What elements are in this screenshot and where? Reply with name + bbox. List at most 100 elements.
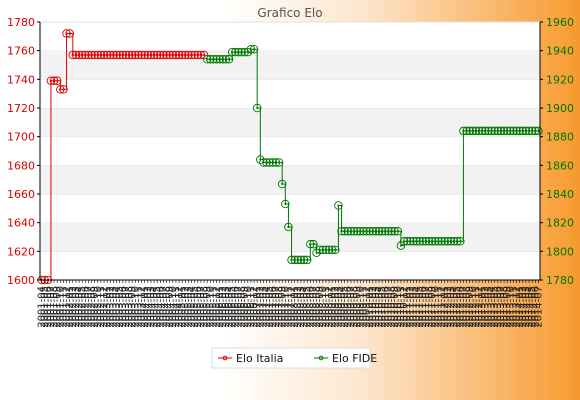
x-tick-label: 2007-06 <box>268 286 279 328</box>
x-tick-label: 2004-06 <box>155 286 166 328</box>
data-point-center <box>281 182 284 185</box>
left-tick-label: 1680 <box>7 159 35 172</box>
x-tick-label: 2006-08 <box>237 286 248 328</box>
x-tick-label: 2004-05 <box>152 286 163 328</box>
x-tick-label: 2002-05 <box>77 286 88 328</box>
x-tick-label: 2008-07 <box>308 286 319 328</box>
x-tick-label: 2010-12 <box>399 286 410 328</box>
grid-band <box>40 22 540 51</box>
right-tick-label: 1880 <box>546 131 574 144</box>
left-tick-label: 1720 <box>7 102 35 115</box>
x-tick-label: 2001-09 <box>52 286 63 328</box>
legend-item: Elo FIDE <box>314 352 377 365</box>
x-tick-label: 2011-02 <box>405 286 416 328</box>
x-tick-label: 2013-04 <box>487 286 498 328</box>
x-tick-label: 2009-08 <box>349 286 360 328</box>
right-tick-label: 1940 <box>546 45 574 58</box>
x-tick-label: 2012-01 <box>440 286 451 328</box>
x-tick-label: 2005-10 <box>205 286 216 328</box>
data-point-center <box>228 58 231 61</box>
data-point <box>65 29 74 38</box>
x-tick-label: 2014-04 <box>524 286 535 328</box>
x-tick-label: 2013-07 <box>496 286 507 328</box>
x-tick-label: 2014-03 <box>521 286 532 328</box>
data-point <box>334 201 343 210</box>
x-tick-label: 2008-03 <box>296 286 307 328</box>
x-tick-label: 2003-04 <box>112 286 123 328</box>
x-tick-label: 2003-05 <box>115 286 126 328</box>
data-point-center <box>68 32 71 35</box>
x-tick-label: 2003-02 <box>105 286 116 328</box>
x-tick-label: 2004-04 <box>149 286 160 328</box>
data-point-center <box>337 204 340 207</box>
x-tick-label: 2006-03 <box>221 286 232 328</box>
data-point-center <box>278 161 281 164</box>
x-tick-label: 2003-10 <box>130 286 141 328</box>
x-tick-label: 2007-12 <box>287 286 298 328</box>
x-tick-label: 2008-09 <box>315 286 326 328</box>
left-tick-label: 1760 <box>7 45 35 58</box>
data-point <box>249 44 259 54</box>
x-tick-label: 2012-12 <box>474 286 485 328</box>
x-tick-label: 2008-01 <box>290 286 301 328</box>
grid-band <box>40 136 540 166</box>
x-tick-label: 2009-11 <box>358 286 369 328</box>
x-tick-label: 2009-09 <box>352 286 363 328</box>
data-point-center <box>203 53 206 56</box>
x-tick-label: 2002-12 <box>99 286 110 328</box>
left-tick-label: 1660 <box>7 188 35 201</box>
x-tick-label: 2008-04 <box>299 286 310 328</box>
x-tick-label: 2012-09 <box>465 286 476 328</box>
x-tick-label: 2001-05 <box>40 286 51 328</box>
series-elo-fide <box>202 44 543 265</box>
x-tick-label: 2009-05 <box>340 286 351 328</box>
x-tick-label: 2013-12 <box>512 286 523 328</box>
x-tick-label: 2005-09 <box>202 286 213 328</box>
data-point-center <box>459 240 462 243</box>
left-tick-label: 1640 <box>7 217 35 230</box>
data-point-center <box>284 203 287 206</box>
x-tick-label: 2010-02 <box>368 286 379 328</box>
data-point <box>224 55 234 64</box>
x-tick-label: 2002-11 <box>96 286 107 328</box>
x-tick-label: 2009-12 <box>362 286 373 328</box>
x-tick-label: 2007-08 <box>274 286 285 328</box>
data-point <box>284 222 293 232</box>
data-point-center <box>253 48 256 51</box>
right-tick-label: 1840 <box>546 188 574 201</box>
grid-band <box>40 165 540 194</box>
x-tick-label: 2001-06 <box>43 286 54 328</box>
x-tick-label: 2012-11 <box>471 286 482 328</box>
x-tick-label: 2010-07 <box>383 286 394 328</box>
x-tick-label: 2011-05 <box>415 286 426 328</box>
x-tick-label: 2006-04 <box>224 286 235 328</box>
x-tick-label: 2006-06 <box>230 286 241 328</box>
x-tick-label: 2006-11 <box>246 286 257 328</box>
data-point <box>59 85 68 94</box>
x-tick-label: 2004-08 <box>162 286 173 328</box>
x-tick-label: 2007-02 <box>255 286 266 328</box>
x-tick-label: 2012-04 <box>449 286 460 328</box>
x-tick-label: 2006-09 <box>240 286 251 328</box>
x-tick-label: 2001-10 <box>55 286 66 328</box>
x-tick-label: 2010-08 <box>387 286 398 328</box>
x-tick-label: 2014-05 <box>527 286 538 328</box>
x-tick-label: 2007-11 <box>283 286 294 328</box>
x-tick-label: 2002-03 <box>71 286 82 328</box>
axes-layer: 1600 1620 1640 1660 1680 1700 1720 1740 1760 1780… <box>7 16 574 328</box>
right-tick-label: 1920 <box>546 73 574 86</box>
data-point <box>456 237 465 246</box>
x-tick-label: 2004-10 <box>168 286 179 328</box>
x-tick-label: 2007-05 <box>265 286 276 328</box>
right-tick-label: 1860 <box>546 159 574 172</box>
x-tick-label: 2010-06 <box>380 286 391 328</box>
x-tick-label: 2008-06 <box>305 286 316 328</box>
x-tick-label: 2008-10 <box>318 286 329 328</box>
data-point-center <box>399 244 402 247</box>
x-tick-label: 2006-01 <box>215 286 226 328</box>
x-tick-label: 2002-01 <box>65 286 76 328</box>
grid-band <box>40 194 540 223</box>
data-point-center <box>306 258 309 261</box>
legend: Elo Italia Elo FIDE <box>211 347 377 369</box>
left-tick-label: 1700 <box>7 131 35 144</box>
